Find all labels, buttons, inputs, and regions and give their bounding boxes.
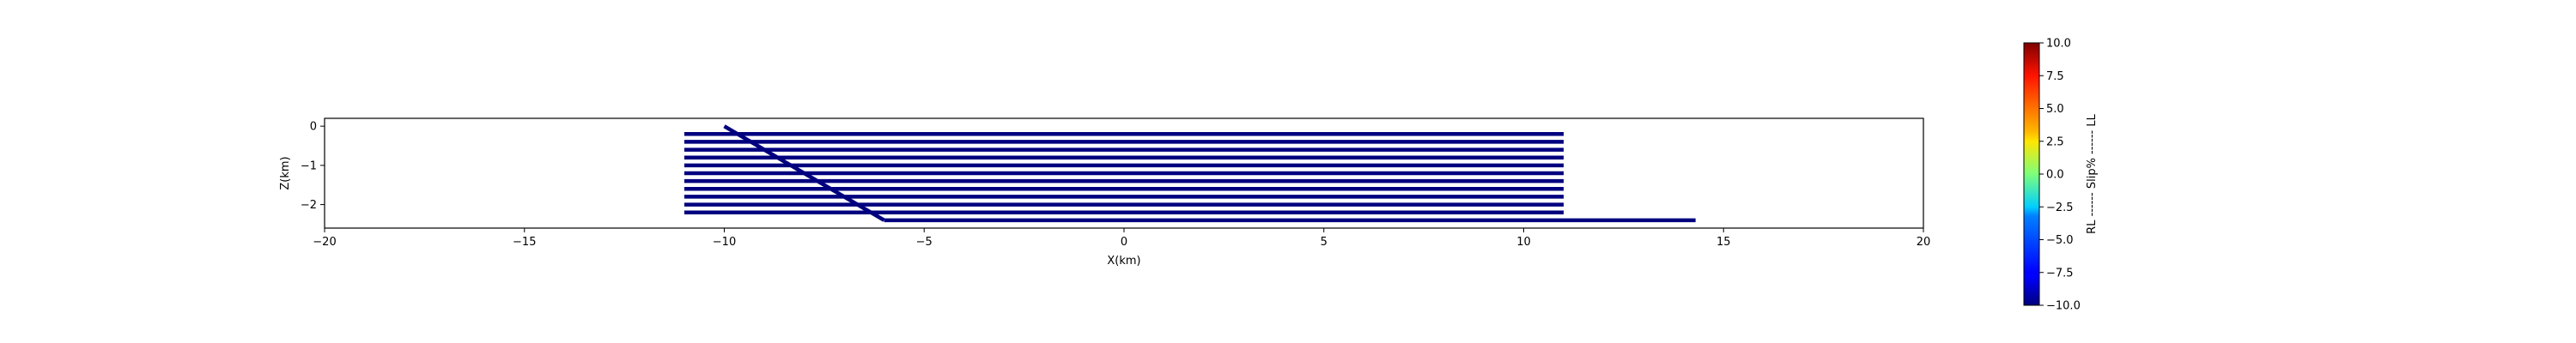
colorbar-tick-label: −2.5 [2046, 202, 2074, 214]
x-tick-label: −5 [916, 236, 933, 249]
colorbar-ticks: 10.0 7.5 5.0 2.5 0.0 −2.5 −5.0 −7.5 −10.0 [2039, 38, 2081, 313]
y-ticks: 0 −1 −2 [301, 121, 325, 212]
x-tick-label: 20 [1917, 236, 1931, 249]
y-axis-label: Z(km) [279, 156, 292, 190]
x-tick-label: 10 [1516, 236, 1531, 249]
x-tick-label: −10 [713, 236, 736, 249]
x-tick-label: 5 [1321, 236, 1327, 249]
data-lines [683, 124, 1696, 223]
colorbar-tick-label: 0.0 [2046, 169, 2064, 182]
y-tick-label: −2 [301, 199, 317, 212]
colorbar: 10.0 7.5 5.0 2.5 0.0 −2.5 −5.0 −7.5 −10.0 RL ---… [2023, 38, 2099, 313]
y-tick-label: −1 [301, 159, 317, 172]
x-ticks: −20 −15 −10 −5 0 5 10 15 20 [313, 228, 1930, 249]
colorbar-tick-label: 2.5 [2046, 135, 2064, 148]
main-axes: −20 −15 −10 −5 0 5 10 15 20 0 −1 −2 X(km) Z(km) [279, 117, 1930, 268]
colorbar-tick-label: 5.0 [2046, 103, 2064, 116]
colorbar-tick-label: 10.0 [2046, 38, 2071, 51]
x-tick-label: −20 [313, 236, 336, 249]
colorbar-tick-label: −10.0 [2046, 300, 2081, 313]
y-tick-label: 0 [310, 121, 317, 134]
x-tick-label: −15 [513, 236, 536, 249]
x-tick-label: 0 [1121, 236, 1127, 249]
colorbar-gradient [2023, 42, 2040, 306]
colorbar-tick-label: −7.5 [2046, 267, 2074, 280]
x-axis-label: X(km) [1107, 255, 1140, 268]
fault-line-13 [723, 124, 885, 222]
colorbar-tick-label: 7.5 [2046, 70, 2064, 83]
x-tick-label: 15 [1716, 236, 1731, 249]
colorbar-label: RL ------ Slip% ------ LL [2086, 113, 2099, 233]
colorbar-tick-label: −5.0 [2046, 234, 2074, 247]
